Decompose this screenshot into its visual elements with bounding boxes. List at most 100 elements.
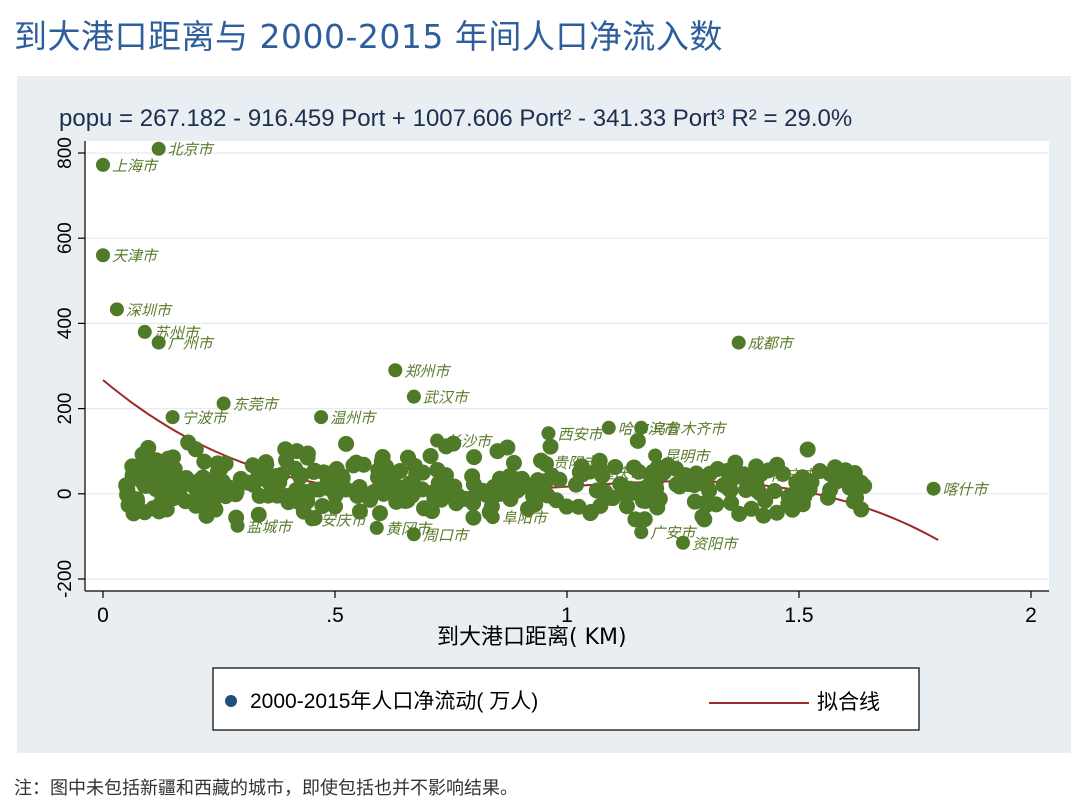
data-point [433,491,450,508]
data-point [780,488,797,505]
legend-label-fit: 拟合线 [817,690,880,714]
data-point [290,465,307,482]
data-point [543,467,560,484]
data-point-label: 乌鲁木齐市 [650,420,727,438]
data-point [250,506,267,523]
y-tick-label: 600 [55,222,76,254]
data-point [377,467,394,484]
data-point [165,449,182,466]
x-axis-label: 到大港口距离( KM) [437,625,627,650]
data-point [96,157,110,172]
data-point [230,518,245,533]
data-point [768,504,785,521]
data-point [841,479,858,496]
data-point [232,470,249,487]
data-point-label: 武汉市 [423,389,470,407]
data-point [216,396,231,411]
data-point-label: 广州市 [168,335,215,353]
data-point [748,482,765,499]
data-point [437,467,454,484]
data-point [583,465,598,480]
data-point [926,481,941,496]
data-point [299,445,316,462]
data-point [720,480,737,497]
data-point [604,490,621,507]
data-point [754,467,769,482]
data-point [698,497,715,514]
data-point-label: 天津市 [112,247,159,265]
data-point [304,512,319,527]
data-point [465,495,482,512]
data-point [541,426,556,441]
data-point [796,488,813,505]
data-point [638,478,655,495]
data-point-label: 盐城市 [247,518,294,536]
data-point [373,453,390,470]
data-point [518,477,535,494]
data-point [371,505,388,522]
data-point [221,479,238,496]
data-point [601,420,616,435]
data-point [422,448,439,465]
data-point-label: 喀什市 [943,481,990,499]
data-point [548,492,565,509]
data-point [277,441,294,458]
data-point-label: 东莞市 [233,395,280,413]
gridlines [85,152,1049,580]
legend-marker-scatter [225,695,237,707]
data-point [96,248,110,263]
data-point [676,535,690,550]
data-point [194,469,211,486]
data-point [148,452,165,469]
data-point [570,498,587,515]
data-point [607,458,624,475]
data-point-label: 安庆市 [321,511,368,529]
data-point [629,432,646,449]
data-point [637,493,654,510]
data-point [327,498,344,515]
data-point [811,463,828,480]
data-point [625,459,642,476]
data-point [406,389,421,404]
data-point [766,483,783,500]
data-point [198,499,215,516]
data-point [536,454,551,469]
data-point [634,420,649,435]
data-point [164,488,181,505]
data-point [448,495,465,512]
data-point [755,507,772,524]
data-point [571,464,588,481]
data-point [822,481,839,498]
data-point-label: 深圳市 [126,301,173,319]
data-point [655,464,672,481]
data-point-label: 温州市 [330,409,377,427]
page-title: 到大港口距离与 2000-2015 年间人口净流入数 [14,17,723,56]
data-point [196,453,213,470]
data-point [648,448,663,463]
data-point-label: 南宁市 [771,467,818,485]
data-point [134,468,151,485]
x-tick-label: 0 [97,604,109,627]
data-point-label: 周口市 [423,526,470,544]
x-tick-label: 1.5 [784,604,813,627]
y-tick-label: 800 [55,137,76,169]
data-point-label: 黄冈市 [386,520,433,538]
data-point [430,433,445,448]
data-point [731,335,746,350]
data-point [489,443,506,460]
data-point [671,478,688,495]
axes: -200 0 200 400 600 800 0 .5 1 1.5 2 [55,137,1049,627]
data-point [319,473,336,490]
data-point [856,478,873,495]
data-point-label: 重庆市 [599,465,646,483]
data-point [314,497,331,514]
data-point [118,477,135,494]
data-point [627,511,644,528]
footnote: 注：图中未包括新疆和西藏的城市，即使包括也并不影响结果。 [14,778,518,799]
data-point [465,509,482,526]
data-point [128,491,145,508]
data-point [505,454,522,471]
